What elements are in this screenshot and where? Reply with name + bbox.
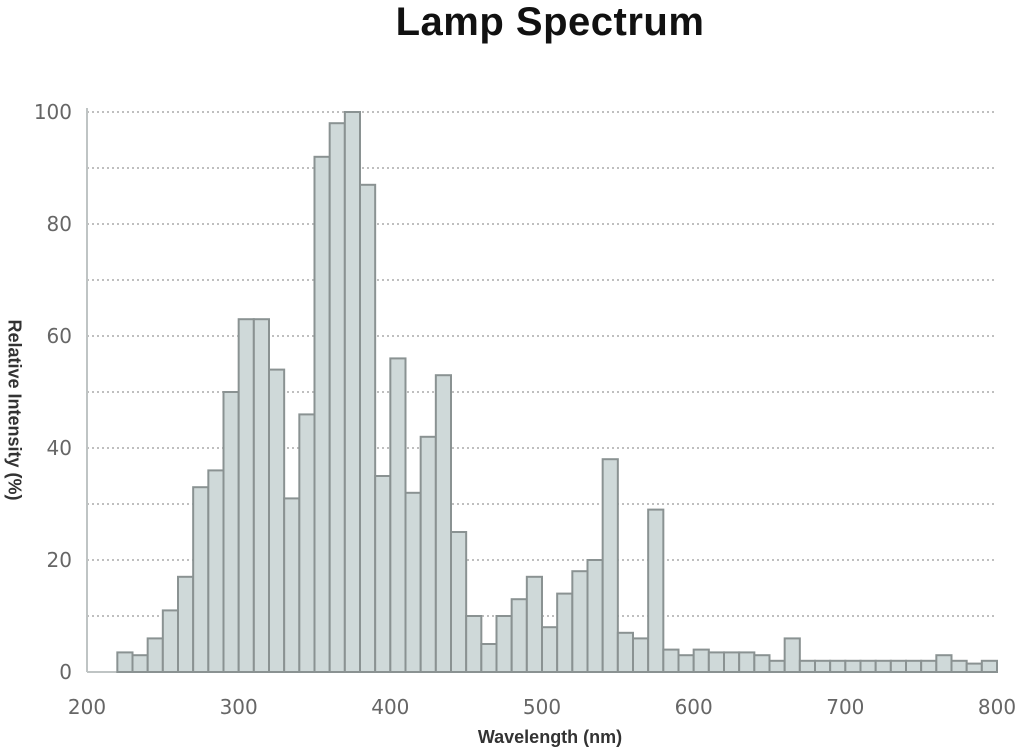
histogram-bar [480,643,498,673]
histogram-bar [586,559,604,673]
histogram-bar [677,654,695,674]
y-tick-label: 80 [47,212,72,236]
histogram-bar [616,631,634,673]
histogram-bar [359,183,377,674]
chart-title: Lamp Spectrum [395,0,705,44]
histogram-bar [601,458,619,674]
histogram-bar [328,122,346,673]
histogram-bar [465,615,483,673]
x-tick-label: 300 [220,695,258,719]
histogram-bar [541,626,559,674]
histogram-bar [753,654,771,674]
y-tick-label: 20 [47,548,72,572]
y-tick-label: 100 [34,100,72,124]
histogram-bar [768,659,786,673]
x-axis-label: Wavelength (nm) [477,727,623,747]
x-tick-label: 500 [523,695,561,719]
histogram-bar [222,391,240,673]
x-tick-label: 700 [826,695,864,719]
histogram-bar [450,531,468,673]
histogram-bar [419,435,437,673]
histogram-bar [874,659,892,673]
histogram-bar [146,637,164,674]
histogram-bar [707,651,725,674]
x-tick-label: 600 [675,695,713,719]
x-tick-label: 800 [978,695,1016,719]
bars [116,111,998,674]
histogram-bar [905,659,923,673]
histogram-bar [556,592,574,673]
histogram-bar [237,318,255,673]
histogram-bar [434,374,453,673]
histogram-bar [844,659,862,673]
histogram-bar [935,654,953,674]
histogram-bar [692,648,710,673]
histogram-bar [313,155,331,674]
histogram-bar [116,651,134,674]
histogram-bar [177,575,195,673]
y-tick-label: 40 [47,436,72,460]
y-tick-label: 0 [59,660,72,684]
y-tick-labels: 0 20 40 60 80 100 [34,100,72,684]
histogram-bar [889,659,907,673]
histogram-bar [404,491,422,673]
histogram-bar [662,648,680,673]
histogram-bar [298,413,316,673]
histogram-bar [814,659,832,673]
histogram-bar [920,659,938,673]
histogram-bar [783,637,801,674]
histogram-bar [738,651,756,674]
histogram-bar [829,659,847,673]
histogram-bar [950,659,968,673]
x-tick-label: 400 [371,695,409,719]
histogram-bar [131,654,149,674]
histogram-bar [647,508,665,673]
y-tick-label: 60 [47,324,72,348]
histogram-bar [207,469,225,673]
histogram-bar [283,497,301,673]
histogram-bar [632,637,650,674]
histogram-bar [510,598,528,674]
histogram-bar [723,651,741,674]
histogram-bar [525,575,543,673]
histogram-bar [192,486,210,674]
histogram-bar [859,659,877,673]
histogram-bar [343,111,362,673]
histogram-bar [980,659,998,673]
histogram-bar [374,475,392,673]
x-tick-label: 200 [68,695,106,719]
histogram-bar [965,662,983,673]
histogram-bar [571,570,589,674]
histogram-bar [798,659,816,673]
histogram-bar [268,368,286,673]
histogram-bar [495,615,513,673]
histogram-bar [389,357,407,673]
histogram-bar [252,318,270,673]
histogram-bar [161,609,179,674]
x-tick-labels: 200 300 400 500 600 700 800 [68,695,1016,719]
